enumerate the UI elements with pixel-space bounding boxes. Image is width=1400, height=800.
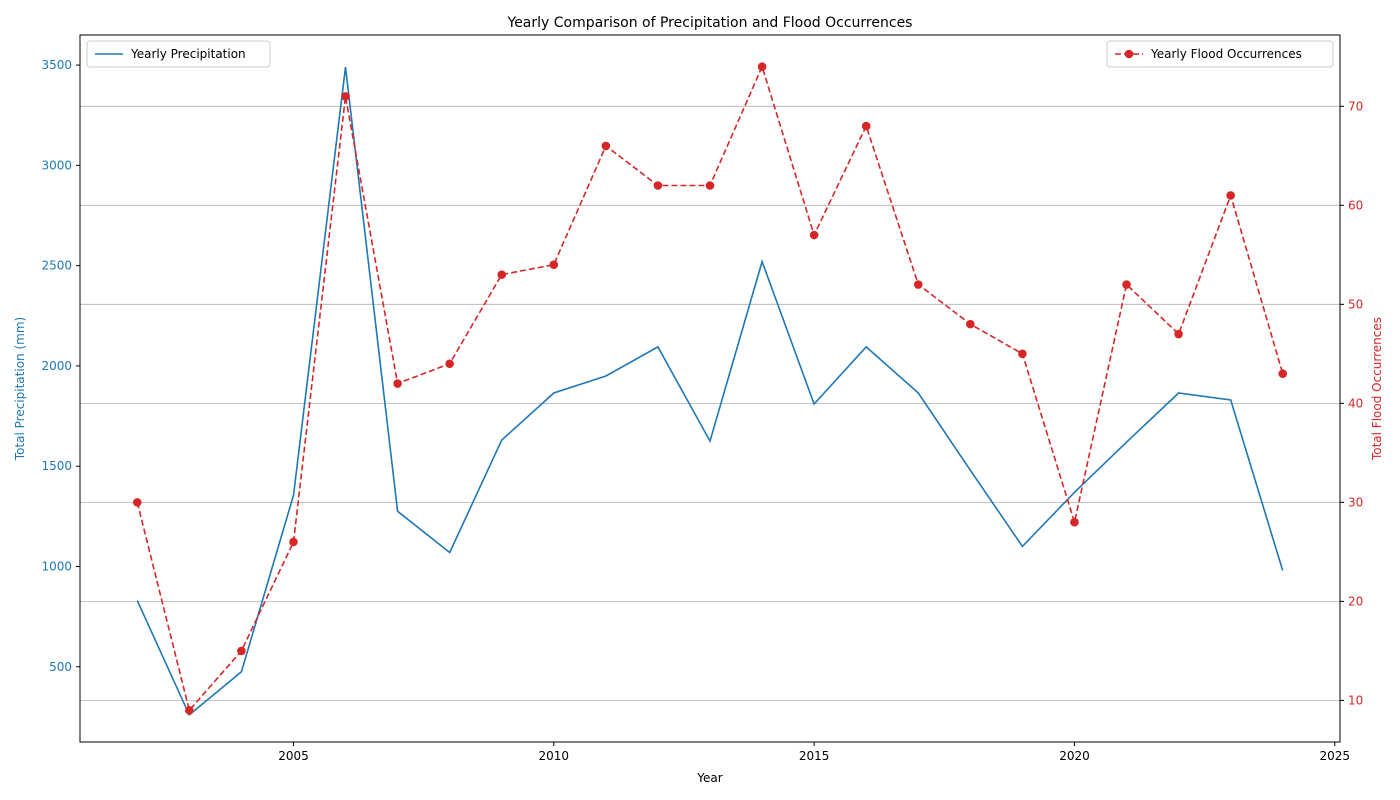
x-tick-label: 2010 (539, 749, 570, 763)
x-tick-label: 2015 (799, 749, 830, 763)
y-left-tick-label: 2000 (41, 359, 72, 373)
series-layer (132, 62, 1288, 717)
legend-left: Yearly Precipitation (86, 40, 271, 68)
data-point (445, 359, 454, 369)
x-tick-label: 2025 (1320, 749, 1351, 763)
data-point (809, 230, 819, 240)
data-point (1070, 517, 1079, 527)
grid-lines (80, 105, 1340, 701)
y-left-tick-label: 1500 (41, 459, 72, 473)
y-right-tick-label: 40 (1348, 396, 1363, 410)
legend-box (1106, 40, 1334, 68)
y-axis-right: 10 20 30 40 50 60 70 (1340, 99, 1363, 707)
data-point (185, 706, 194, 715)
data-point (1278, 369, 1288, 378)
x-axis: 2005 2010 2015 2020 2025 (278, 742, 1350, 763)
data-point (237, 646, 246, 656)
y-left-tick-label: 3000 (41, 158, 72, 172)
y-axis-left-title: Total Precipitation (mm) (13, 317, 27, 461)
plot-frame (79, 34, 1341, 743)
data-point (341, 92, 350, 101)
y-left-tick-label: 2500 (41, 259, 72, 273)
data-point (497, 270, 507, 279)
series-line-0 (136, 67, 1284, 717)
data-point (705, 181, 715, 190)
data-point (653, 181, 663, 190)
y-axis-right-title: Total Flood Occurrences (1370, 317, 1384, 461)
data-point (1018, 349, 1027, 359)
y-left-tick-label: 1000 (41, 560, 72, 574)
x-tick-label: 2005 (278, 749, 309, 763)
legend-label: Yearly Precipitation (130, 47, 246, 61)
data-point (393, 379, 402, 388)
data-point (289, 537, 298, 547)
data-point (861, 121, 871, 131)
y-right-tick-label: 30 (1348, 495, 1363, 509)
data-point (1174, 329, 1183, 339)
chart-title: Yearly Comparison of Precipitation and F… (507, 15, 913, 31)
data-point (966, 319, 975, 329)
y-left-tick-label: 3500 (41, 58, 72, 72)
data-point (601, 141, 611, 151)
y-right-tick-label: 50 (1348, 297, 1363, 311)
x-tick-label: 2020 (1059, 749, 1090, 763)
y-right-tick-label: 70 (1348, 99, 1363, 113)
y-right-tick-label: 10 (1348, 693, 1363, 707)
x-axis-title: Year (696, 771, 722, 785)
series-line-1 (136, 64, 1284, 712)
data-point (1122, 280, 1131, 289)
data-point (913, 280, 923, 289)
data-point (132, 498, 142, 507)
data-point (549, 260, 559, 270)
data-point (1226, 191, 1235, 200)
y-right-tick-label: 60 (1348, 198, 1363, 212)
legend-box (86, 40, 271, 68)
legend-marker (1124, 49, 1134, 59)
y-right-tick-label: 20 (1348, 594, 1363, 608)
data-point (757, 62, 767, 71)
legend-right: Yearly Flood Occurrences (1106, 40, 1334, 68)
y-axis-left: 500 1000 1500 2000 2500 3000 3500 (41, 58, 80, 674)
y-left-tick-label: 500 (49, 660, 72, 674)
legend-label: Yearly Flood Occurrences (1150, 47, 1302, 61)
